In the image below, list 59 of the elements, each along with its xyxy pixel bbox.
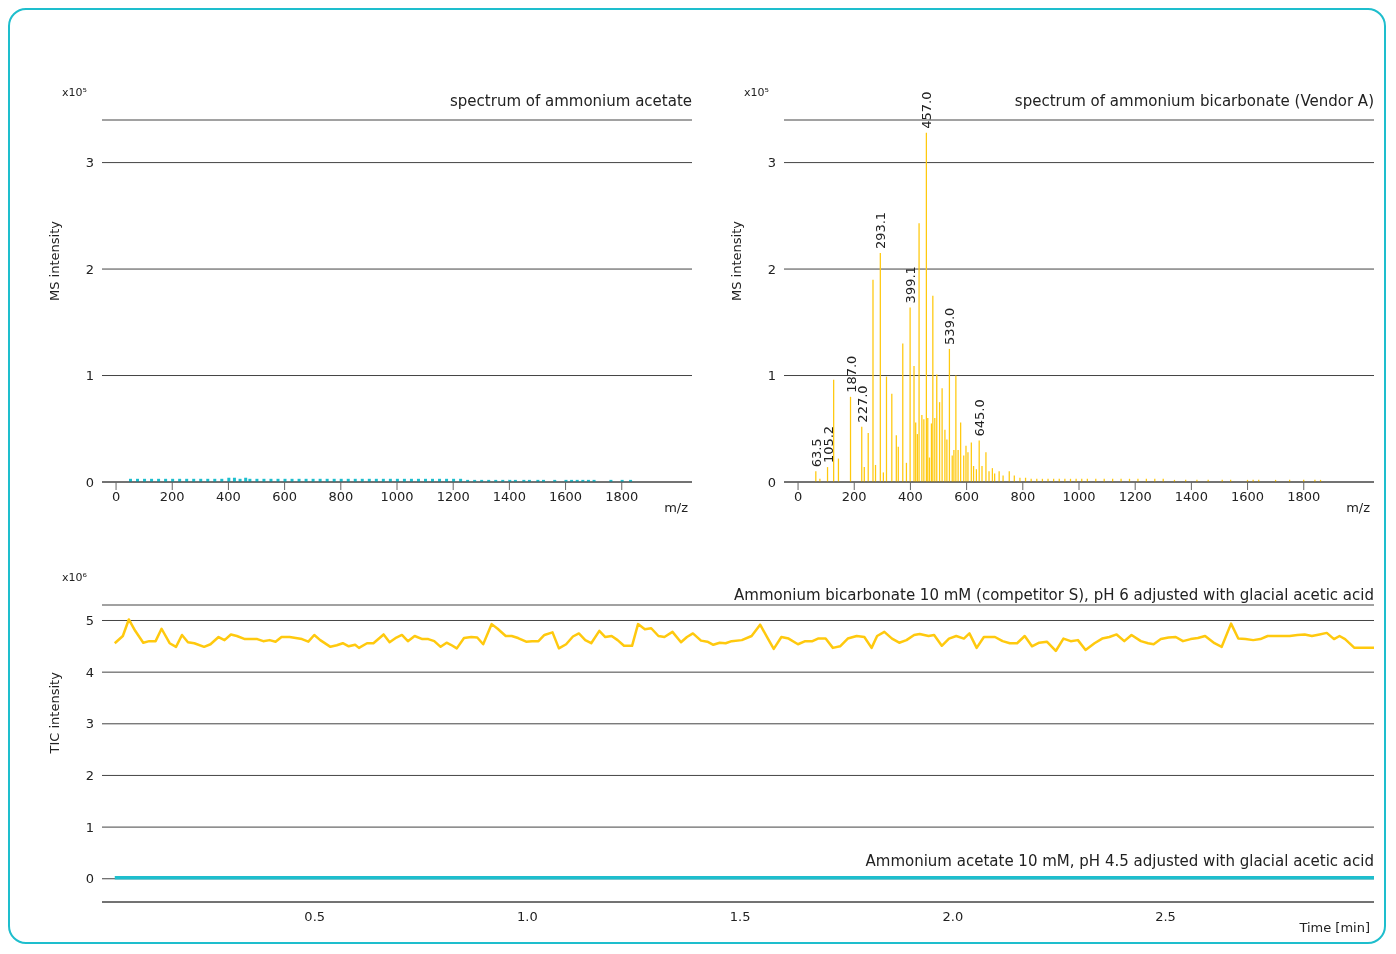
x-tick-label: 200 [841, 489, 867, 505]
x-tick-label: 800 [1010, 489, 1036, 505]
x-tick-label: 0 [111, 489, 121, 505]
annotation: 539.0 [942, 307, 958, 345]
text: x10⁵ [744, 86, 769, 99]
x-tick-label: 400 [216, 489, 241, 505]
annotation: 457.0 [919, 91, 935, 129]
line-series [113, 618, 1374, 653]
text: x10⁶ [62, 571, 87, 584]
y-tick-label: 3 [85, 716, 94, 732]
x-tick-label: 800 [328, 489, 354, 505]
y-tick-label: 1 [85, 368, 94, 384]
x-tick-label: 600 [272, 489, 298, 505]
x-tick-label: 400 [898, 489, 923, 505]
annotation: 187.0 [843, 355, 859, 393]
y-tick-label: 0 [767, 474, 776, 490]
text: Ammonium bicarbonate 10 mM (competitor S), pH 6 adjusted with glacial acetic acid [734, 585, 1374, 604]
x-axis-title: Time [min] [1298, 920, 1370, 935]
x-tick-label: 1200 [1118, 489, 1152, 505]
y-tick-label: 1 [767, 368, 776, 384]
y-tick-label: 0 [85, 474, 94, 490]
x-tick-label: 1800 [1287, 489, 1321, 505]
annotation: 293.1 [873, 211, 889, 250]
x-tick-label: 1800 [605, 489, 639, 505]
y-axis-title: MS intensity [46, 220, 62, 301]
chart-title: spectrum of ammonium acetate [450, 92, 692, 110]
y-tick-label: 0 [85, 871, 94, 887]
y-tick-label: 1 [85, 819, 94, 835]
y-axis-title: MS intensity [728, 220, 744, 301]
x-tick-label: 2.5 [1155, 909, 1176, 925]
y-tick-label: 3 [85, 155, 94, 171]
annotation: 399.1 [903, 266, 919, 304]
x-tick-label: 1.0 [517, 909, 538, 925]
chart-title: spectrum of ammonium bicarbonate (Vendor A) [1014, 92, 1374, 110]
x-tick-label: 0.5 [304, 909, 326, 925]
x-tick-label: 1600 [1231, 489, 1265, 505]
y-tick-label: 4 [85, 664, 94, 680]
y-tick-label: 3 [767, 155, 776, 171]
x-tick-label: 1400 [1174, 489, 1208, 505]
x-tick-label: 1000 [380, 489, 414, 505]
x-tick-label: 600 [954, 489, 980, 505]
x-tick-label: 200 [159, 489, 185, 505]
x-tick-label: 1600 [549, 489, 583, 505]
y-tick-label: 2 [767, 261, 776, 277]
x-tick-label: 0 [793, 489, 803, 505]
x-tick-label: 1400 [492, 489, 526, 505]
y-tick-label: 2 [85, 768, 94, 784]
annotation: 645.0 [972, 399, 988, 437]
y-tick-label: 2 [85, 261, 94, 277]
y-axis-title: TIC intensity [46, 671, 62, 755]
x-tick-label: 1.5 [729, 909, 751, 925]
x-tick-label: 2.0 [942, 909, 964, 925]
x-axis-title: m/z [664, 500, 689, 515]
x-axis-title: m/z [1346, 500, 1371, 515]
x-tick-label: 1200 [436, 489, 470, 505]
series-label: Ammonium acetate 10 mM, pH 4.5 adjusted with glacial acetic acid [865, 851, 1374, 870]
x-tick-label: 1000 [1062, 489, 1096, 505]
text: x10⁵ [62, 86, 87, 99]
y-tick-label: 5 [85, 613, 94, 629]
